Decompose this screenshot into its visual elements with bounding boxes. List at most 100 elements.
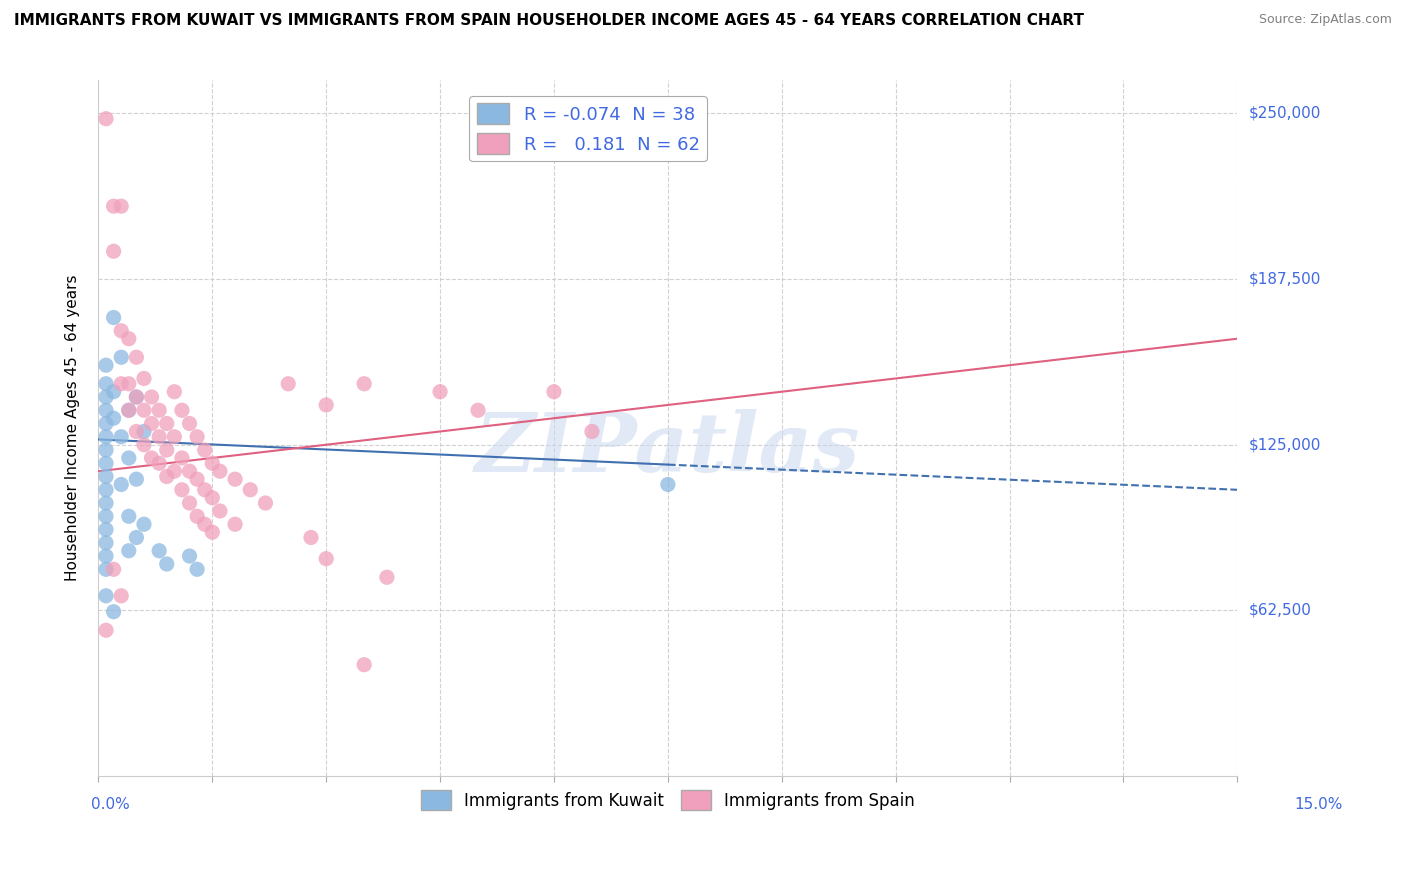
Point [118, 543, 141, 558]
Point [110, 324, 132, 338]
Point [94, 483, 117, 497]
Point [543, 384, 565, 399]
Point [125, 472, 148, 486]
Point [186, 562, 208, 576]
Point [179, 417, 201, 431]
Point [186, 509, 208, 524]
Point [94, 403, 117, 417]
Point [148, 403, 170, 417]
Point [194, 483, 217, 497]
Point [156, 557, 179, 571]
Point [467, 403, 489, 417]
Point [94, 390, 117, 404]
Point [163, 384, 186, 399]
Point [118, 509, 141, 524]
Point [110, 351, 132, 365]
Point [186, 430, 208, 444]
Point [163, 430, 186, 444]
Point [170, 403, 193, 417]
Point [194, 443, 217, 458]
Point [110, 477, 132, 491]
Point [208, 504, 231, 518]
Text: $187,500: $187,500 [1249, 271, 1320, 286]
Point [94, 509, 117, 524]
Point [163, 464, 186, 478]
Point [179, 496, 201, 510]
Point [353, 657, 375, 672]
Point [94, 523, 117, 537]
Point [103, 310, 125, 325]
Text: 15.0%: 15.0% [1295, 797, 1343, 812]
Point [201, 525, 224, 540]
Y-axis label: Householder Income Ages 45 - 64 years: Householder Income Ages 45 - 64 years [65, 275, 80, 582]
Point [125, 390, 148, 404]
Point [103, 605, 125, 619]
Legend: Immigrants from Kuwait, Immigrants from Spain: Immigrants from Kuwait, Immigrants from … [415, 784, 921, 816]
Point [94, 112, 117, 126]
Point [110, 589, 132, 603]
Point [118, 403, 141, 417]
Point [103, 244, 125, 259]
Point [110, 376, 132, 391]
Point [94, 496, 117, 510]
Point [277, 376, 299, 391]
Point [179, 549, 201, 563]
Point [299, 531, 322, 545]
Point [170, 450, 193, 465]
Point [141, 450, 163, 465]
Point [125, 531, 148, 545]
Point [201, 491, 224, 505]
Point [224, 517, 246, 532]
Point [156, 469, 179, 483]
Point [118, 332, 141, 346]
Point [103, 384, 125, 399]
Point [94, 358, 117, 372]
Point [254, 496, 277, 510]
Text: $62,500: $62,500 [1249, 603, 1312, 618]
Point [186, 472, 208, 486]
Point [94, 536, 117, 550]
Point [94, 562, 117, 576]
Text: $125,000: $125,000 [1249, 437, 1320, 452]
Point [94, 469, 117, 483]
Point [110, 199, 132, 213]
Point [118, 450, 141, 465]
Point [103, 562, 125, 576]
Point [353, 376, 375, 391]
Text: 0.0%: 0.0% [91, 797, 131, 812]
Point [94, 376, 117, 391]
Point [103, 199, 125, 213]
Point [94, 417, 117, 431]
Point [110, 430, 132, 444]
Point [156, 443, 179, 458]
Point [315, 551, 337, 566]
Point [194, 517, 217, 532]
Point [118, 403, 141, 417]
Point [94, 624, 117, 638]
Point [179, 464, 201, 478]
Point [132, 403, 155, 417]
Point [375, 570, 398, 584]
Point [315, 398, 337, 412]
Point [94, 443, 117, 458]
Point [657, 477, 679, 491]
Point [201, 456, 224, 470]
Text: IMMIGRANTS FROM KUWAIT VS IMMIGRANTS FROM SPAIN HOUSEHOLDER INCOME AGES 45 - 64 : IMMIGRANTS FROM KUWAIT VS IMMIGRANTS FRO… [14, 13, 1084, 29]
Point [224, 472, 246, 486]
Point [132, 438, 155, 452]
Point [148, 456, 170, 470]
Text: Source: ZipAtlas.com: Source: ZipAtlas.com [1258, 13, 1392, 27]
Point [148, 543, 170, 558]
Point [581, 425, 603, 439]
Point [132, 517, 155, 532]
Point [125, 351, 148, 365]
Text: $250,000: $250,000 [1249, 106, 1320, 121]
Text: ZIPatlas: ZIPatlas [475, 409, 860, 489]
Point [141, 390, 163, 404]
Point [94, 549, 117, 563]
Point [103, 411, 125, 425]
Point [132, 371, 155, 385]
Point [132, 425, 155, 439]
Point [94, 589, 117, 603]
Point [125, 425, 148, 439]
